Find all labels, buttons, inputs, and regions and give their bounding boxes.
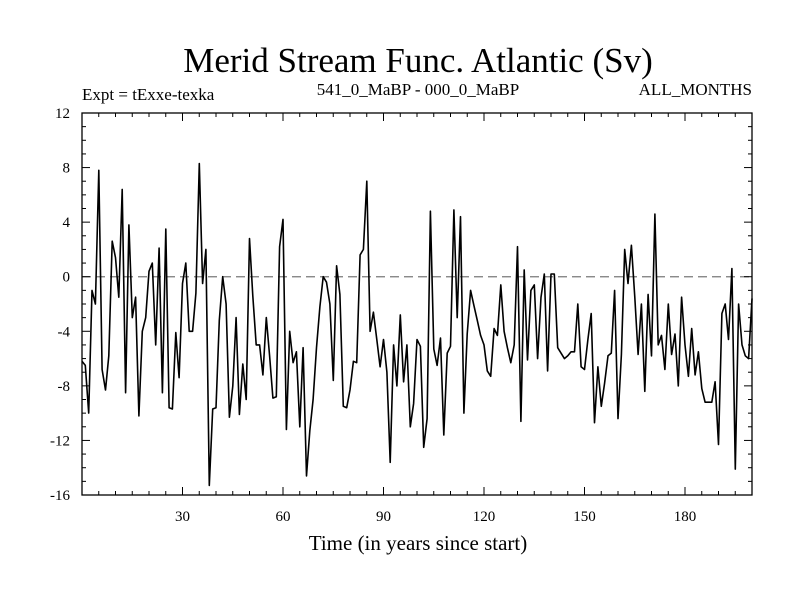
y-tick-label: -4 <box>58 324 71 340</box>
y-tick-label: -8 <box>58 379 71 395</box>
y-tick-label: -16 <box>50 488 70 504</box>
period-label: 541_0_MaBP - 000_0_MaBP <box>317 80 519 99</box>
chart-title: Merid Stream Func. Atlantic (Sv) <box>183 41 653 80</box>
x-tick-label: 120 <box>473 509 496 525</box>
x-tick-label: 60 <box>276 509 291 525</box>
y-tick-label: 12 <box>55 106 70 122</box>
months-label: ALL_MONTHS <box>639 80 752 99</box>
x-tick-label: 90 <box>376 509 391 525</box>
y-tick-label: -12 <box>50 433 70 449</box>
y-tick-label: 4 <box>63 215 71 231</box>
y-tick-label: 8 <box>63 161 71 177</box>
x-tick-label: 150 <box>573 509 596 525</box>
x-axis-label: Time (in years since start) <box>309 531 528 555</box>
x-tick-label: 30 <box>175 509 190 525</box>
y-tick-label: 0 <box>63 270 71 286</box>
x-tick-label: 180 <box>674 509 697 525</box>
plot-frame <box>81 112 753 496</box>
experiment-label: Expt = tExxe-texka <box>82 85 215 104</box>
series-line <box>81 162 753 487</box>
